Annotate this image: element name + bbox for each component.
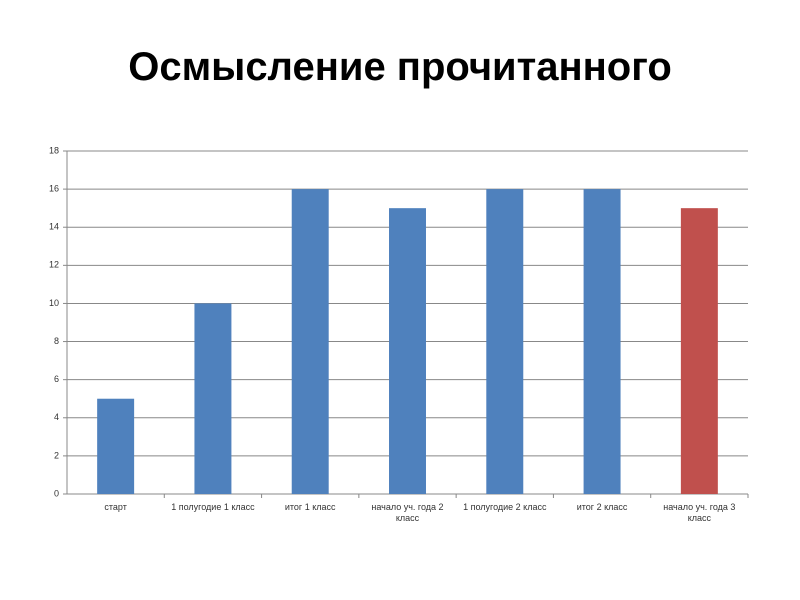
y-tick-label: 16 [49, 183, 59, 193]
bar [194, 303, 232, 494]
y-tick-label: 12 [49, 260, 59, 270]
x-tick-label: начало уч. года 2 класс [371, 502, 444, 523]
y-tick-label: 8 [54, 336, 59, 346]
x-tick-label: 1 полугодие 1 класс [171, 502, 255, 512]
x-tick-label: старт [104, 502, 127, 512]
bar [680, 208, 718, 494]
bar [291, 189, 329, 494]
bar [97, 398, 135, 494]
y-tick-label: 4 [54, 412, 59, 422]
y-tick-label: 10 [49, 298, 59, 308]
x-tick-label: итог 2 класс [576, 502, 628, 512]
y-tick-label: 18 [49, 145, 59, 155]
x-tick-label: итог 1 класс [284, 502, 336, 512]
y-tick-label: 14 [49, 222, 59, 232]
x-tick-label: 1 полугодие 2 класс [463, 502, 547, 512]
bar [389, 208, 426, 494]
y-tick-label: 6 [54, 374, 59, 384]
x-tick-label: начало уч. года 3 класс [663, 502, 736, 523]
bar [583, 189, 621, 494]
chart-title: Осмысление прочитанного [128, 45, 672, 89]
y-tick-label: 2 [54, 450, 59, 460]
bar [486, 189, 524, 494]
y-tick-label: 0 [54, 488, 59, 498]
